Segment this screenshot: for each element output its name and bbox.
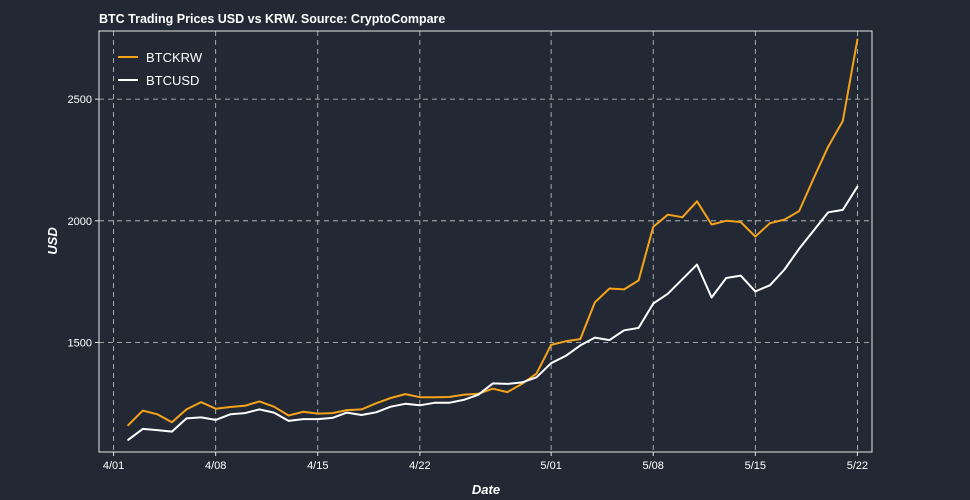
series-line-btcusd [127,185,859,441]
legend-label-btcusd: BTCUSD [146,73,199,88]
y-tick-label: 2000 [68,216,92,228]
y-tick-label: 1500 [68,337,92,349]
legend-label-btckrw: BTCKRW [146,50,203,65]
x-tick-label: 5/01 [540,460,561,472]
x-axis-label: Date [472,482,500,497]
chart-legend: BTCKRW BTCUSD [118,50,203,88]
x-tick-label: 5/15 [745,460,766,472]
x-tick-label: 5/22 [847,460,868,472]
x-tick-label: 4/08 [205,460,226,472]
y-axis-ticks: 1500 2000 2500 [68,94,99,349]
x-tick-label: 4/01 [103,460,124,472]
x-tick-label: 5/08 [643,460,664,472]
chart-title: BTC Trading Prices USD vs KRW. Source: C… [99,12,445,26]
y-tick-label: 2500 [68,94,92,106]
x-tick-label: 4/22 [409,460,430,472]
grid-lines [99,31,872,452]
x-axis-ticks: 4/01 4/08 4/15 4/22 5/01 5/08 5/15 5/22 [103,452,868,472]
plot-area-frame [98,30,873,453]
series-line-btckrw [127,38,859,427]
series-lines [127,38,859,441]
x-tick-label: 4/15 [307,460,328,472]
y-axis-label: USD [45,227,60,255]
